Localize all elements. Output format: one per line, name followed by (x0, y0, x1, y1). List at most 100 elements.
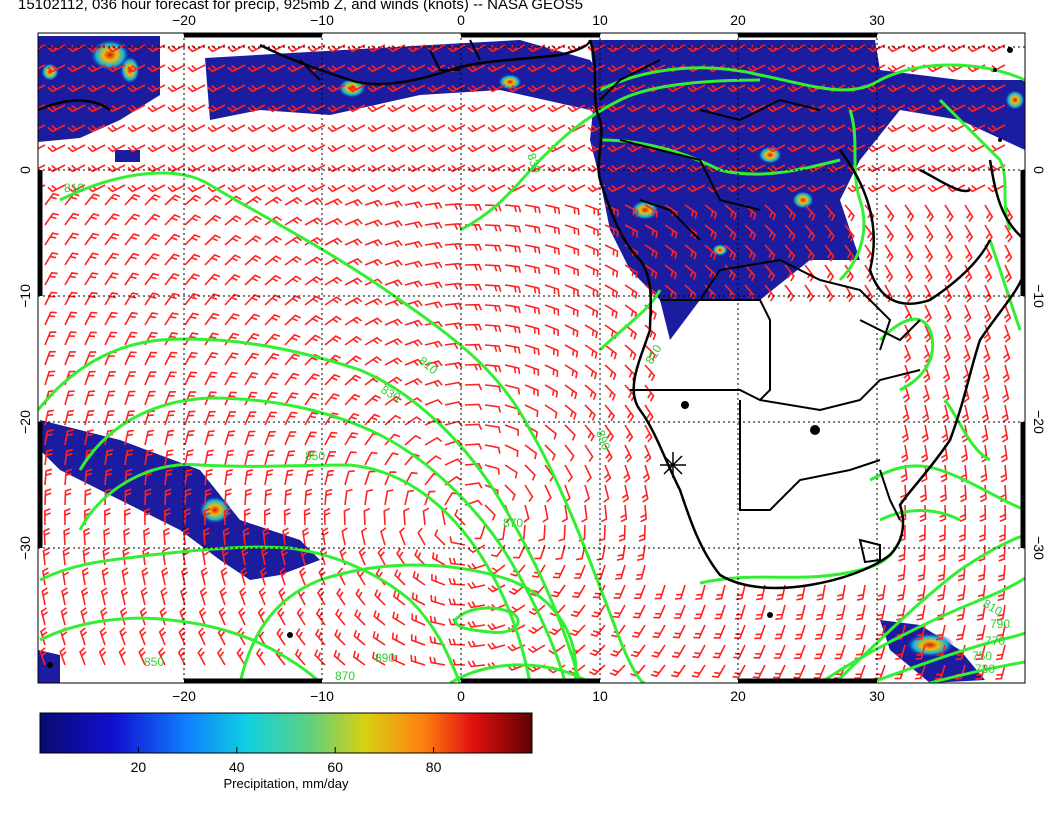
wind-barb (964, 304, 972, 323)
lon-ticks-top: −20 −10 0 10 20 30 (172, 12, 885, 28)
wind-barb (207, 64, 226, 73)
wind-barb (527, 644, 546, 654)
wind-barb (244, 449, 255, 466)
wind-barb (227, 104, 246, 113)
wind-barb (987, 124, 1006, 133)
wind-barb (180, 567, 189, 586)
wind-barb (84, 291, 98, 306)
wind-barb (284, 469, 294, 486)
wind-barb (429, 615, 446, 626)
wind-barb (84, 272, 99, 286)
lon-tick-label: −20 (172, 688, 196, 704)
wind-barb (164, 429, 175, 446)
wind-barb (424, 398, 443, 406)
wind-barb (327, 184, 346, 193)
wind-barb (80, 607, 88, 626)
wind-barb (47, 184, 66, 193)
wind-barb (104, 410, 115, 426)
wind-barb (184, 194, 202, 206)
wind-barb (424, 360, 443, 368)
wind-barb (387, 124, 406, 133)
wind-barb (524, 244, 541, 254)
wind-barb (159, 607, 167, 626)
wind-barb (44, 331, 57, 346)
wind-barb (884, 264, 894, 283)
wind-barb (430, 595, 446, 606)
wind-barb (315, 608, 326, 626)
wind-barb (1003, 304, 1012, 323)
wind-barb (141, 567, 149, 586)
wind-barb (794, 624, 806, 640)
wind-barb (144, 193, 161, 206)
wind-barb (963, 324, 972, 343)
wind-barb (727, 124, 746, 133)
wind-barb (564, 464, 573, 483)
wind-barb (264, 313, 281, 326)
wind-barb (264, 333, 281, 346)
wind-barb (380, 527, 387, 546)
wind-barb (40, 627, 48, 646)
wind-barb (287, 44, 306, 53)
wind-barb (644, 324, 657, 341)
wind-barb (647, 104, 666, 113)
wind-barb (747, 104, 766, 113)
wind-barb (544, 364, 559, 378)
wind-barb (284, 372, 300, 386)
wind-barb (44, 311, 57, 326)
wind-barb (222, 527, 230, 546)
wind-barb (127, 104, 146, 113)
wind-barb (684, 264, 697, 280)
wind-barb (47, 64, 66, 73)
wind-barb (144, 488, 152, 506)
wind-barb (160, 587, 168, 606)
wind-barb (564, 204, 580, 216)
wind-barb (344, 451, 357, 466)
wind-barb (62, 547, 70, 566)
wind-barbs (38, 44, 1014, 680)
wind-barb (634, 584, 646, 599)
wind-barb (429, 656, 446, 666)
wind-barb (287, 124, 306, 133)
wind-barb (584, 284, 599, 298)
wind-barb (341, 527, 348, 546)
wind-barb (404, 416, 422, 426)
wind-barb (956, 624, 966, 641)
wind-barb (664, 224, 678, 239)
wind-barb (807, 144, 826, 153)
wind-barb (959, 484, 967, 503)
wind-barb (444, 322, 463, 330)
wind-barb (264, 274, 282, 286)
wind-barb (404, 221, 423, 229)
wind-barb (589, 664, 606, 676)
wind-barb (919, 504, 927, 523)
wind-barb (444, 282, 463, 290)
wind-barb (387, 84, 406, 93)
wind-barb (958, 524, 966, 542)
wind-barb (87, 144, 106, 153)
wind-barb (224, 254, 241, 266)
wind-barb (424, 455, 442, 466)
wind-barb (424, 490, 436, 506)
wind-barb (347, 164, 366, 173)
wind-barb (267, 184, 286, 193)
wind-barb (944, 304, 952, 323)
wind-barb (693, 624, 706, 639)
wind-barb (244, 293, 261, 306)
wind-barb (487, 144, 506, 153)
lat-tick-label: −10 (17, 284, 33, 308)
wind-barb (733, 644, 746, 659)
wind-barb (387, 184, 406, 193)
wind-barb (324, 431, 338, 446)
wind-barb (735, 584, 746, 601)
wind-barb (257, 607, 266, 626)
wind-barb (961, 404, 970, 423)
wind-barb (184, 292, 200, 306)
wind-barb (184, 351, 198, 366)
wind-barb (564, 224, 580, 236)
wind-barb (591, 604, 606, 618)
wind-barb (448, 577, 466, 586)
wind-barb (404, 319, 423, 328)
wind-barb (999, 524, 1006, 542)
wind-barb (187, 164, 206, 173)
wind-barb (747, 164, 766, 173)
